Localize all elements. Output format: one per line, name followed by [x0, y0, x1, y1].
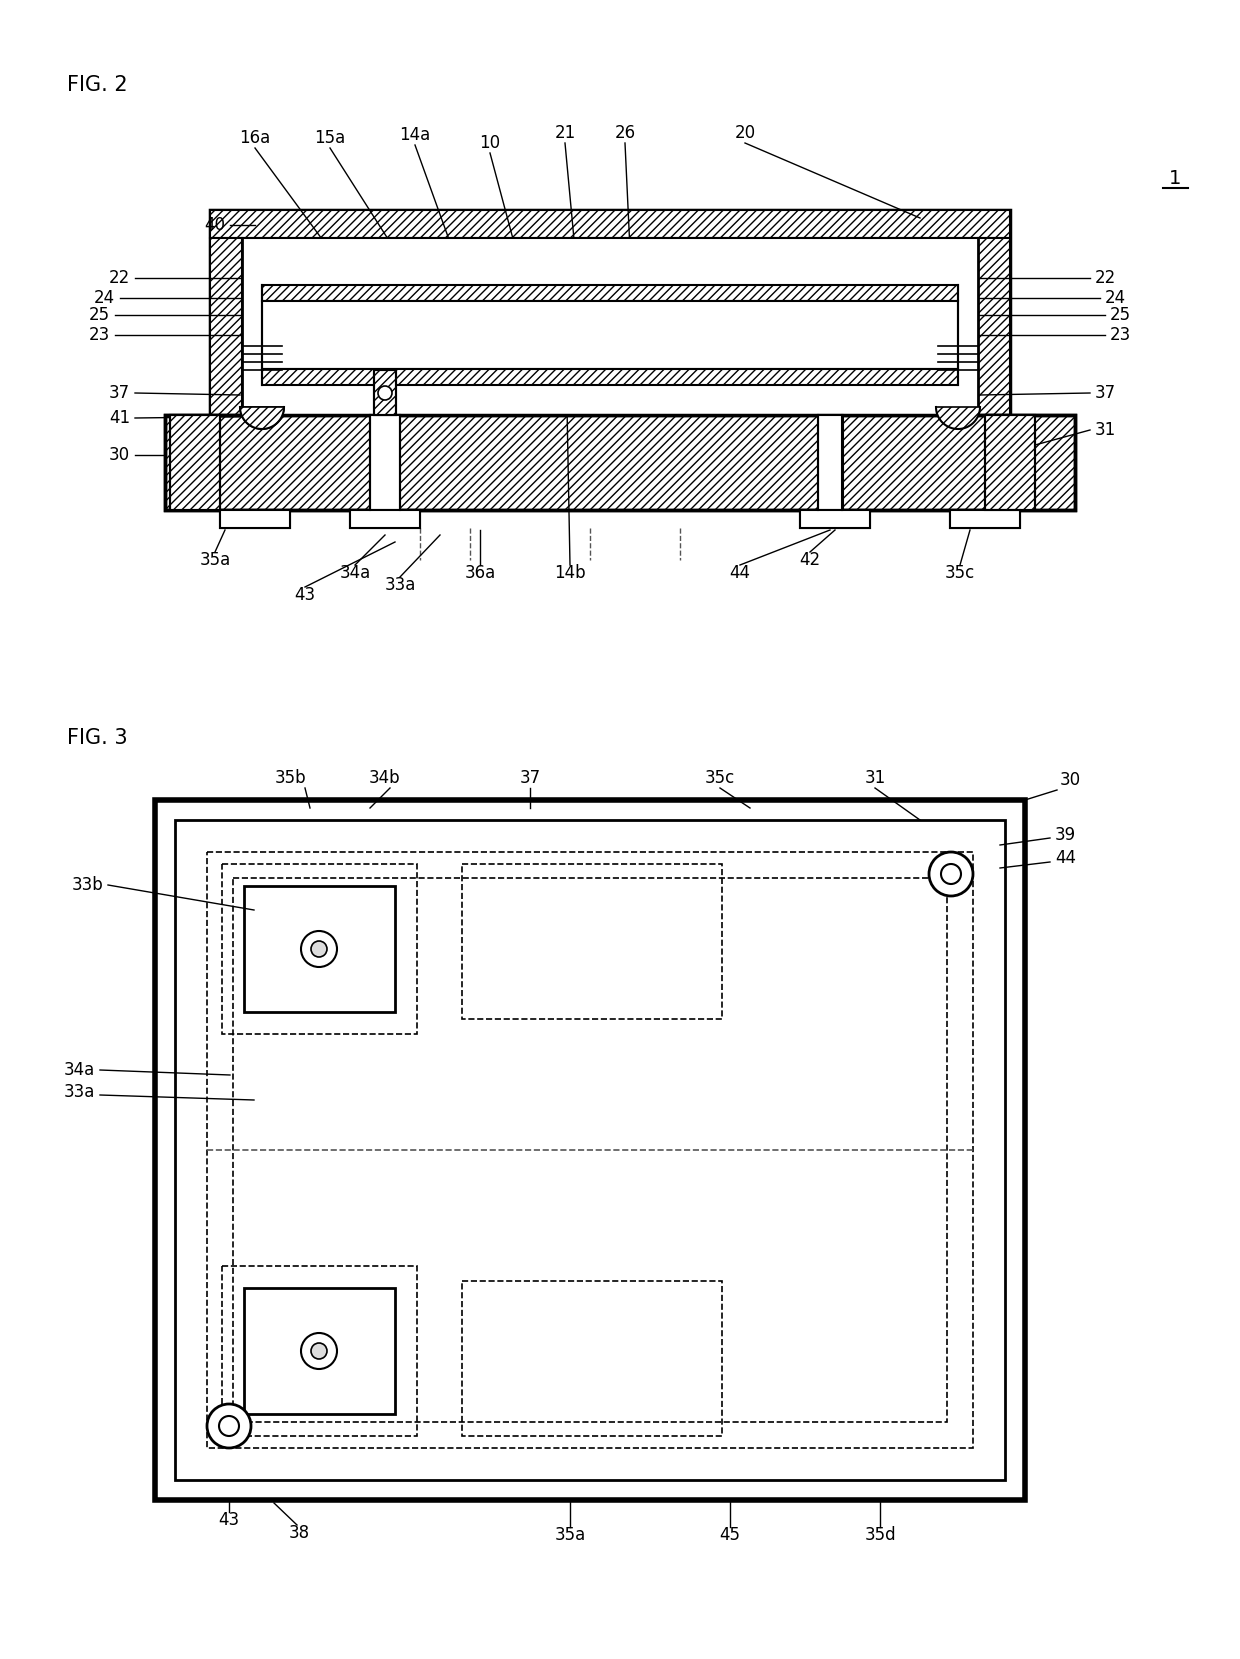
Text: 31: 31: [864, 770, 885, 786]
Text: 1: 1: [1169, 169, 1182, 187]
Text: 25: 25: [1110, 305, 1131, 324]
Polygon shape: [241, 406, 284, 430]
Text: 34a: 34a: [340, 564, 371, 582]
Circle shape: [219, 1417, 239, 1437]
Text: 34b: 34b: [370, 770, 401, 786]
Bar: [244, 886, 396, 1012]
Bar: [210, 211, 1011, 415]
Text: 40: 40: [839, 300, 861, 319]
Text: 24: 24: [1105, 289, 1126, 307]
Circle shape: [311, 941, 327, 957]
Text: 37: 37: [109, 383, 130, 401]
Text: 45: 45: [719, 1526, 740, 1545]
Bar: [155, 800, 1025, 1500]
Bar: [370, 415, 401, 509]
Bar: [175, 820, 1004, 1480]
Text: 35c: 35c: [945, 564, 975, 582]
Text: 31: 31: [1095, 421, 1116, 440]
Bar: [233, 878, 947, 1422]
Bar: [170, 415, 219, 509]
Bar: [374, 370, 396, 415]
Bar: [800, 509, 870, 528]
Text: 15a: 15a: [315, 129, 346, 148]
Text: 35a: 35a: [554, 1526, 585, 1545]
Text: 41: 41: [109, 410, 130, 426]
Bar: [818, 415, 843, 509]
Bar: [222, 1266, 417, 1437]
Bar: [165, 415, 1075, 509]
Bar: [463, 1281, 722, 1437]
Text: 26: 26: [615, 124, 636, 143]
Bar: [950, 509, 1021, 528]
Bar: [210, 237, 242, 415]
Circle shape: [929, 853, 973, 896]
Bar: [244, 1287, 396, 1413]
Text: 44: 44: [729, 564, 750, 582]
Text: 44: 44: [1055, 849, 1076, 868]
Text: 16a: 16a: [239, 129, 270, 148]
Circle shape: [378, 387, 392, 400]
Text: 38: 38: [289, 1525, 310, 1541]
Text: 22: 22: [1095, 269, 1116, 287]
Text: 37: 37: [520, 770, 541, 786]
Text: 43: 43: [218, 1511, 239, 1530]
Bar: [210, 211, 1011, 237]
Text: 43: 43: [294, 586, 315, 604]
Text: 33a: 33a: [384, 576, 415, 594]
Text: 14a: 14a: [399, 126, 430, 144]
Bar: [950, 509, 1021, 528]
Text: 35b: 35b: [274, 770, 306, 786]
Bar: [219, 509, 290, 528]
Bar: [350, 509, 420, 528]
Text: 35d: 35d: [864, 1526, 895, 1545]
Text: 37: 37: [1095, 383, 1116, 401]
Bar: [222, 864, 417, 1034]
Text: 25: 25: [89, 305, 110, 324]
Bar: [207, 853, 973, 1448]
Text: 33b: 33b: [71, 876, 103, 894]
Text: FIG. 2: FIG. 2: [67, 75, 128, 95]
Polygon shape: [241, 406, 284, 430]
Text: 24: 24: [94, 289, 115, 307]
Text: 30: 30: [109, 446, 130, 465]
Polygon shape: [936, 406, 980, 430]
Text: 35c: 35c: [704, 770, 735, 786]
Text: 33a: 33a: [63, 1083, 95, 1102]
Text: 22: 22: [109, 269, 130, 287]
Bar: [463, 864, 722, 1019]
Bar: [242, 237, 978, 415]
Circle shape: [941, 864, 961, 884]
Text: 42: 42: [800, 551, 821, 569]
Bar: [219, 509, 290, 528]
Text: 36a: 36a: [464, 564, 496, 582]
Bar: [978, 237, 1011, 415]
Text: 40: 40: [205, 216, 224, 234]
Bar: [170, 415, 219, 509]
Text: 20: 20: [734, 124, 755, 143]
Bar: [165, 415, 1075, 509]
Circle shape: [301, 1332, 337, 1369]
Bar: [350, 509, 420, 528]
Text: 23: 23: [1110, 327, 1131, 343]
Bar: [262, 300, 959, 368]
Bar: [262, 285, 959, 300]
Text: 39: 39: [1055, 826, 1076, 844]
Bar: [374, 370, 396, 415]
Text: 23: 23: [89, 327, 110, 343]
Text: 34a: 34a: [63, 1062, 95, 1078]
Text: 30: 30: [1060, 771, 1081, 790]
Circle shape: [311, 1344, 327, 1359]
Bar: [262, 368, 959, 385]
Text: 21: 21: [554, 124, 575, 143]
Circle shape: [301, 931, 337, 967]
Bar: [985, 415, 1035, 509]
Text: 35a: 35a: [200, 551, 231, 569]
Text: 10: 10: [480, 134, 501, 153]
Bar: [985, 415, 1035, 509]
Text: 14b: 14b: [554, 564, 585, 582]
Circle shape: [207, 1404, 250, 1448]
Text: FIG. 3: FIG. 3: [67, 728, 128, 748]
Bar: [800, 509, 870, 528]
